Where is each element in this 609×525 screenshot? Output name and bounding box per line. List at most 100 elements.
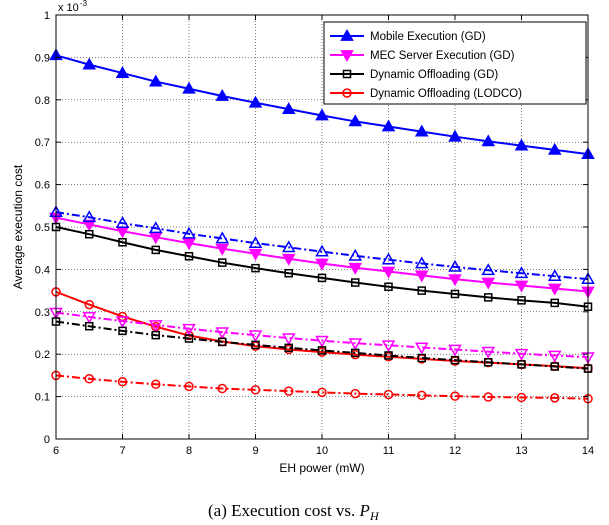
series-1 [49,212,595,299]
legend-label: MEC Server Execution (GD) [370,50,515,62]
data-point [82,210,97,223]
data-point [82,57,97,70]
legend: Mobile Execution (GD) MEC Server Executio… [323,21,587,105]
data-point [414,124,429,137]
data-point [182,238,196,251]
data-point [550,298,559,308]
data-point [448,274,462,287]
data-point [217,383,227,394]
x-tick-label: 6 [53,445,59,457]
legend-entry: Dynamic Offloading (LODCO) [330,88,522,100]
data-point [281,253,296,266]
data-point [481,277,496,290]
data-point [517,360,526,369]
data-point [547,350,562,363]
y-tick-label: 0.4 [35,264,50,276]
series-line [55,320,589,370]
data-point [448,344,462,357]
legend-entry: MEC Server Execution (GD) [330,50,515,63]
data-point [481,263,496,276]
legend-marker [340,50,354,63]
data-point [151,379,161,390]
data-point [317,346,327,355]
legend-marker [342,69,352,79]
data-point [118,238,127,247]
x-tick-label: 8 [186,445,192,457]
caption-symbol: P [359,501,370,520]
data-point [483,392,493,402]
data-point [514,138,529,151]
data-point [248,236,263,248]
legend-entry: Dynamic Offloading (GD) [330,69,498,81]
data-point [450,391,460,401]
data-point [550,362,559,371]
data-point [348,338,363,351]
data-point [517,296,526,305]
series-line [55,374,589,400]
series-7 [51,370,593,404]
series-line [55,290,589,370]
y-tick-label: 0 [44,434,50,446]
data-point [481,134,496,147]
data-point [85,321,94,331]
y-tick-label: 0.3 [35,307,50,319]
legend-label: Dynamic Offloading (LODCO) [370,88,522,100]
data-point [148,320,163,332]
data-point [215,327,230,340]
data-point [417,353,426,363]
data-point [514,266,529,279]
data-point [417,286,426,295]
y-tick-label: 1 [44,10,50,22]
data-point [284,268,293,278]
caption-text: (a) Execution cost vs. [208,501,360,520]
axis-ticks [55,14,589,440]
y-tick-label: 0.6 [35,180,50,192]
data-point [248,330,263,343]
data-point [250,385,261,395]
data-point [184,381,194,392]
data-point [215,231,230,244]
data-point [251,340,260,350]
data-point [381,266,396,279]
x-tick-label: 10 [316,445,328,457]
y-tick-label: 0.2 [35,349,50,361]
data-point [115,66,130,78]
data-point [315,258,329,271]
figure-caption: (a) Execution cost vs. PH [208,501,380,523]
data-point [281,102,296,115]
data-point [215,88,230,101]
data-point [248,95,263,108]
caption-subscript: H [369,509,380,523]
data-point [384,282,393,292]
data-point [514,348,529,361]
x-tick-label: 14 [582,445,594,457]
data-point [383,389,394,400]
data-point [516,392,527,403]
data-point [117,377,128,387]
series-4 [49,205,595,285]
y-exponent-base: x 10 [58,2,79,14]
data-point [85,229,94,239]
data-point [182,323,196,336]
data-point [514,280,529,293]
data-point [348,262,363,275]
legend-label: Mobile Execution (GD) [370,31,486,43]
x-tick-label: 13 [515,445,527,457]
data-point [381,340,396,353]
data-point [215,243,230,256]
data-point [550,393,560,403]
data-point [484,358,493,367]
data-point [84,374,94,384]
data-point [218,258,227,267]
data-point [82,219,97,232]
data-point [251,263,260,273]
data-point [448,259,462,272]
data-point [182,81,196,94]
data-point [317,387,327,398]
data-point [450,355,460,365]
series-line [55,211,589,281]
data-point [351,278,360,287]
data-point [148,221,163,234]
data-point [414,256,429,269]
data-point [315,108,329,121]
